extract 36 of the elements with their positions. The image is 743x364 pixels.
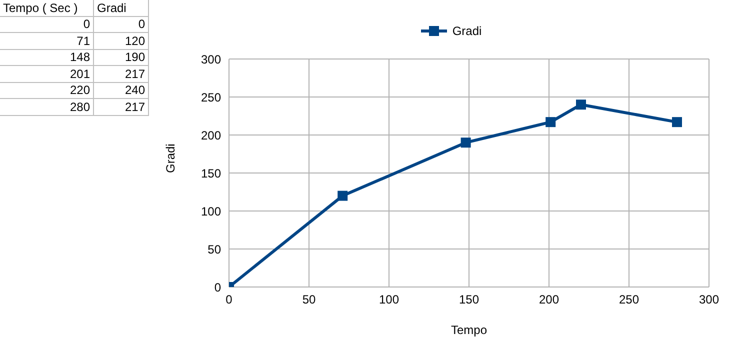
x-tick-label: 0 <box>226 292 233 307</box>
text: 240 <box>94 82 148 98</box>
text: 280 <box>0 98 94 115</box>
point <box>672 117 682 128</box>
x-axis-title: Tempo <box>450 323 488 337</box>
y-tick-label: 50 <box>208 242 222 256</box>
text: 217 <box>94 66 148 82</box>
text: Gradi <box>94 0 148 16</box>
y-tick-label: 250 <box>200 90 222 104</box>
text: 0 <box>0 16 94 32</box>
point <box>460 138 471 148</box>
x-tick-label: 250 <box>618 292 640 307</box>
text: 148 <box>0 49 94 66</box>
y-tick-label: 200 <box>200 128 222 142</box>
y-tick-label: 100 <box>200 204 222 218</box>
x-tick-label: 100 <box>378 292 400 307</box>
text: 201 <box>0 66 94 82</box>
point <box>546 117 556 128</box>
x-tick-label: 150 <box>458 292 480 307</box>
y-tick-label: 0 <box>214 280 222 294</box>
text: 220 <box>0 82 94 98</box>
point <box>576 100 586 110</box>
x-tick-label: 200 <box>538 292 560 307</box>
y-axis-title: Gradi <box>163 144 178 173</box>
text: 190 <box>94 49 148 66</box>
text: Tempo ( Sec ) <box>0 0 94 16</box>
text: 0 <box>94 16 148 32</box>
text: 71 <box>0 32 94 49</box>
x-tick-label: 300 <box>698 292 720 307</box>
text: 217 <box>94 98 148 115</box>
text: 120 <box>94 32 148 49</box>
y-tick-label: 150 <box>200 166 222 180</box>
legend-label: Gradi <box>451 24 482 38</box>
point <box>338 190 348 201</box>
x-tick-label: 50 <box>302 292 316 307</box>
y-tick-label: 300 <box>200 52 222 66</box>
